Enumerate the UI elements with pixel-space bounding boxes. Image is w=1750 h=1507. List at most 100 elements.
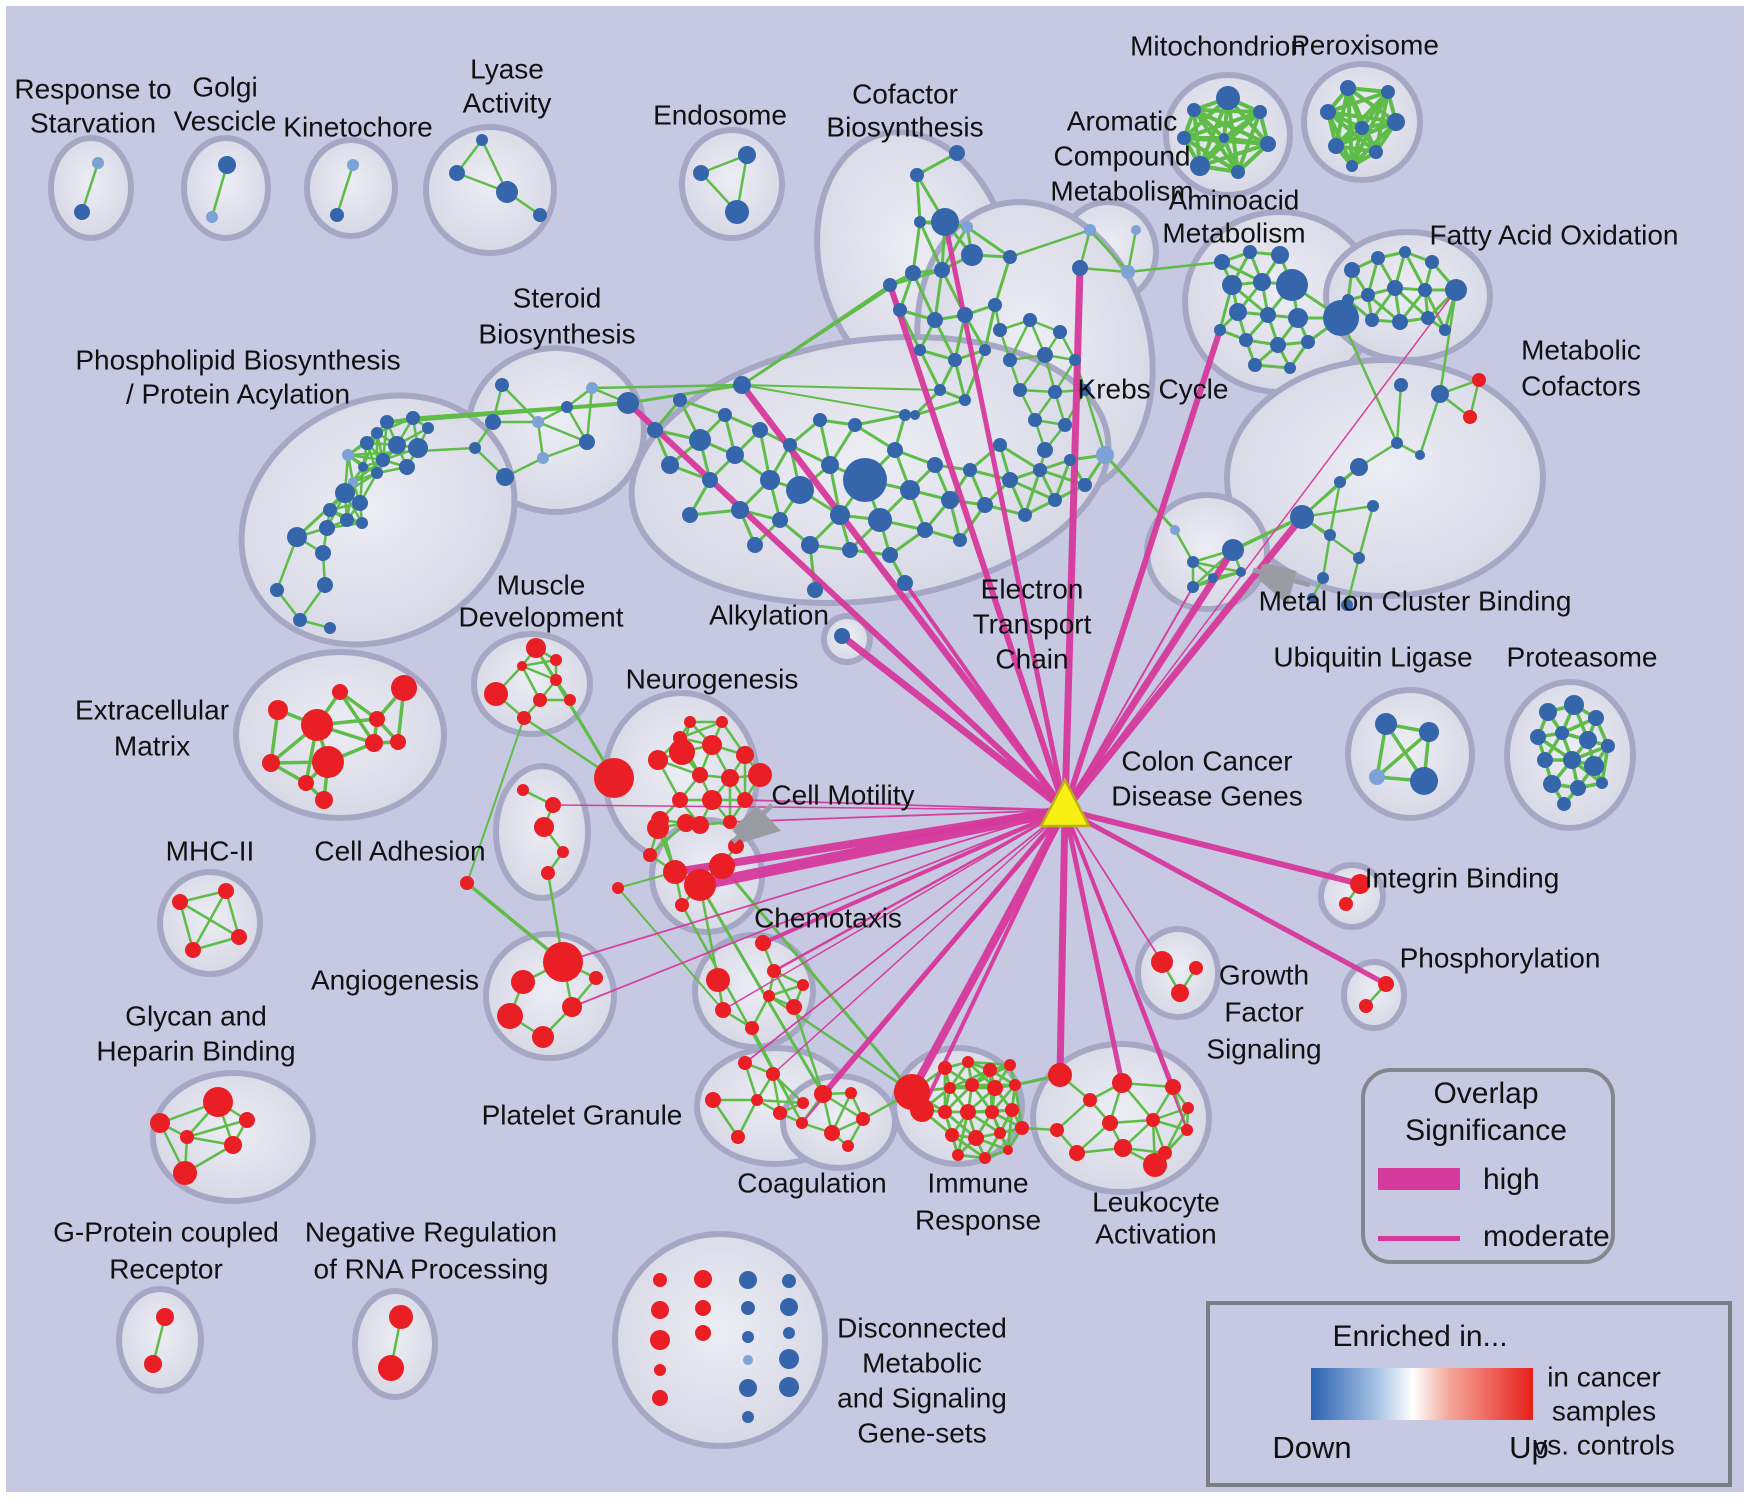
gene-set-node xyxy=(330,208,344,222)
gene-set-node xyxy=(887,442,903,458)
gene-set-node xyxy=(356,517,368,529)
gene-set-node xyxy=(1472,373,1486,387)
green-edge xyxy=(185,1118,249,1139)
label-response-starvation: Starvation xyxy=(30,107,156,138)
gene-set-node xyxy=(652,1390,668,1406)
green-edge xyxy=(1192,108,1262,114)
green-edge xyxy=(520,664,558,682)
label-golgi-vescicle: Golgi xyxy=(192,71,257,102)
gene-set-node xyxy=(945,1128,959,1142)
green-edge xyxy=(1403,250,1427,292)
gene-set-node xyxy=(1058,418,1072,432)
label-glycan-heparin-binding: Glycan and xyxy=(125,1000,267,1031)
gene-set-node xyxy=(390,734,406,750)
gene-set-node xyxy=(526,638,546,658)
cluster-ellipse-phospholipid-biosynthesis xyxy=(238,392,518,648)
label-metabolic-cofactors: Metabolic xyxy=(1521,334,1641,365)
green-edge xyxy=(1173,528,1195,564)
gene-set-node xyxy=(709,853,735,879)
gene-set-node xyxy=(1371,251,1385,265)
gene-set-node xyxy=(1463,410,1477,424)
gene-set-node xyxy=(1121,265,1135,279)
gene-set-node xyxy=(1276,269,1308,301)
gene-set-node xyxy=(1369,145,1383,159)
gene-set-node xyxy=(1378,976,1394,992)
green-edge xyxy=(755,1098,805,1105)
gene-set-node xyxy=(830,505,850,525)
green-edge xyxy=(1345,556,1361,607)
gene-set-node xyxy=(983,1063,997,1077)
label-electron-transport-chain: Transport xyxy=(973,608,1092,639)
gene-set-node xyxy=(1353,552,1365,564)
gene-set-node xyxy=(340,513,354,527)
gene-set-node xyxy=(1018,508,1032,522)
gene-set-node xyxy=(882,547,898,563)
green-edge xyxy=(178,900,195,952)
gene-set-node xyxy=(1214,254,1230,270)
legend-high-significance-swatch xyxy=(1378,1168,1460,1190)
gene-set-node xyxy=(813,413,827,427)
gene-set-node xyxy=(1048,493,1062,507)
label-endosome: Endosome xyxy=(653,99,787,130)
label-kinetochore: Kinetochore xyxy=(283,111,432,142)
gene-set-node xyxy=(399,459,415,475)
magenta-edge xyxy=(1064,809,1188,1131)
gene-set-node xyxy=(1399,246,1411,258)
gene-set-node xyxy=(738,1056,752,1070)
gene-set-node xyxy=(1083,1093,1097,1107)
gene-set-node xyxy=(484,682,508,706)
gene-set-node xyxy=(905,265,921,281)
label-ubiquitin-ligase: Ubiquitin Ligase xyxy=(1273,641,1472,672)
green-edge xyxy=(585,386,594,444)
gene-set-node xyxy=(485,414,501,430)
gene-set-node xyxy=(406,411,420,425)
gene-set-node xyxy=(293,613,307,627)
gene-set-node xyxy=(1596,777,1608,789)
magenta-edge xyxy=(1064,586,1194,811)
label-lyase-activity: Lyase xyxy=(470,53,544,84)
green-edge xyxy=(998,443,1042,472)
gene-set-node xyxy=(987,1080,1003,1096)
gene-set-node xyxy=(718,408,732,422)
gene-set-node xyxy=(541,866,555,880)
gene-set-node xyxy=(944,1082,956,1094)
gene-set-node xyxy=(695,1300,711,1316)
gene-set-node xyxy=(74,204,90,220)
green-edge xyxy=(1198,142,1270,168)
gene-set-node xyxy=(848,418,862,432)
green-edge xyxy=(1126,228,1138,274)
gene-set-node xyxy=(1555,726,1569,740)
label-phosphorylation: Phosphorylation xyxy=(1400,942,1601,973)
gene-set-node xyxy=(92,157,104,169)
gene-set-node xyxy=(360,436,374,450)
gene-set-node xyxy=(654,1364,666,1376)
gene-set-node xyxy=(910,410,920,420)
gene-set-node xyxy=(1539,703,1557,721)
magenta-edge xyxy=(729,809,1066,823)
gene-set-node xyxy=(517,711,531,725)
gene-set-node xyxy=(1588,710,1604,726)
legend-enrichment-box xyxy=(1206,1301,1732,1487)
gene-set-node xyxy=(550,654,562,666)
gene-set-node xyxy=(1208,573,1218,583)
gene-set-node xyxy=(1369,769,1385,785)
gene-set-node xyxy=(1563,751,1581,769)
gene-set-node xyxy=(1170,525,1180,535)
gene-set-node xyxy=(369,711,385,727)
label-disconnected-gene-sets: Disconnected xyxy=(837,1312,1007,1343)
gene-set-node xyxy=(949,145,965,161)
green-bridge-edge xyxy=(411,401,630,420)
gene-set-node xyxy=(1050,1123,1064,1137)
label-growth-factor-signaling: Factor xyxy=(1224,996,1303,1027)
gene-set-node xyxy=(389,1305,413,1329)
green-edge xyxy=(1350,120,1398,168)
label-pointer-arrow xyxy=(731,803,772,842)
green-edge xyxy=(335,163,355,217)
gene-set-node xyxy=(579,434,595,450)
green-edge xyxy=(1078,266,1130,274)
gene-set-node xyxy=(695,1325,711,1341)
gene-set-node xyxy=(1350,874,1370,894)
gene-set-node xyxy=(689,429,711,451)
gene-set-node xyxy=(1301,335,1315,349)
gene-set-node xyxy=(673,731,687,745)
